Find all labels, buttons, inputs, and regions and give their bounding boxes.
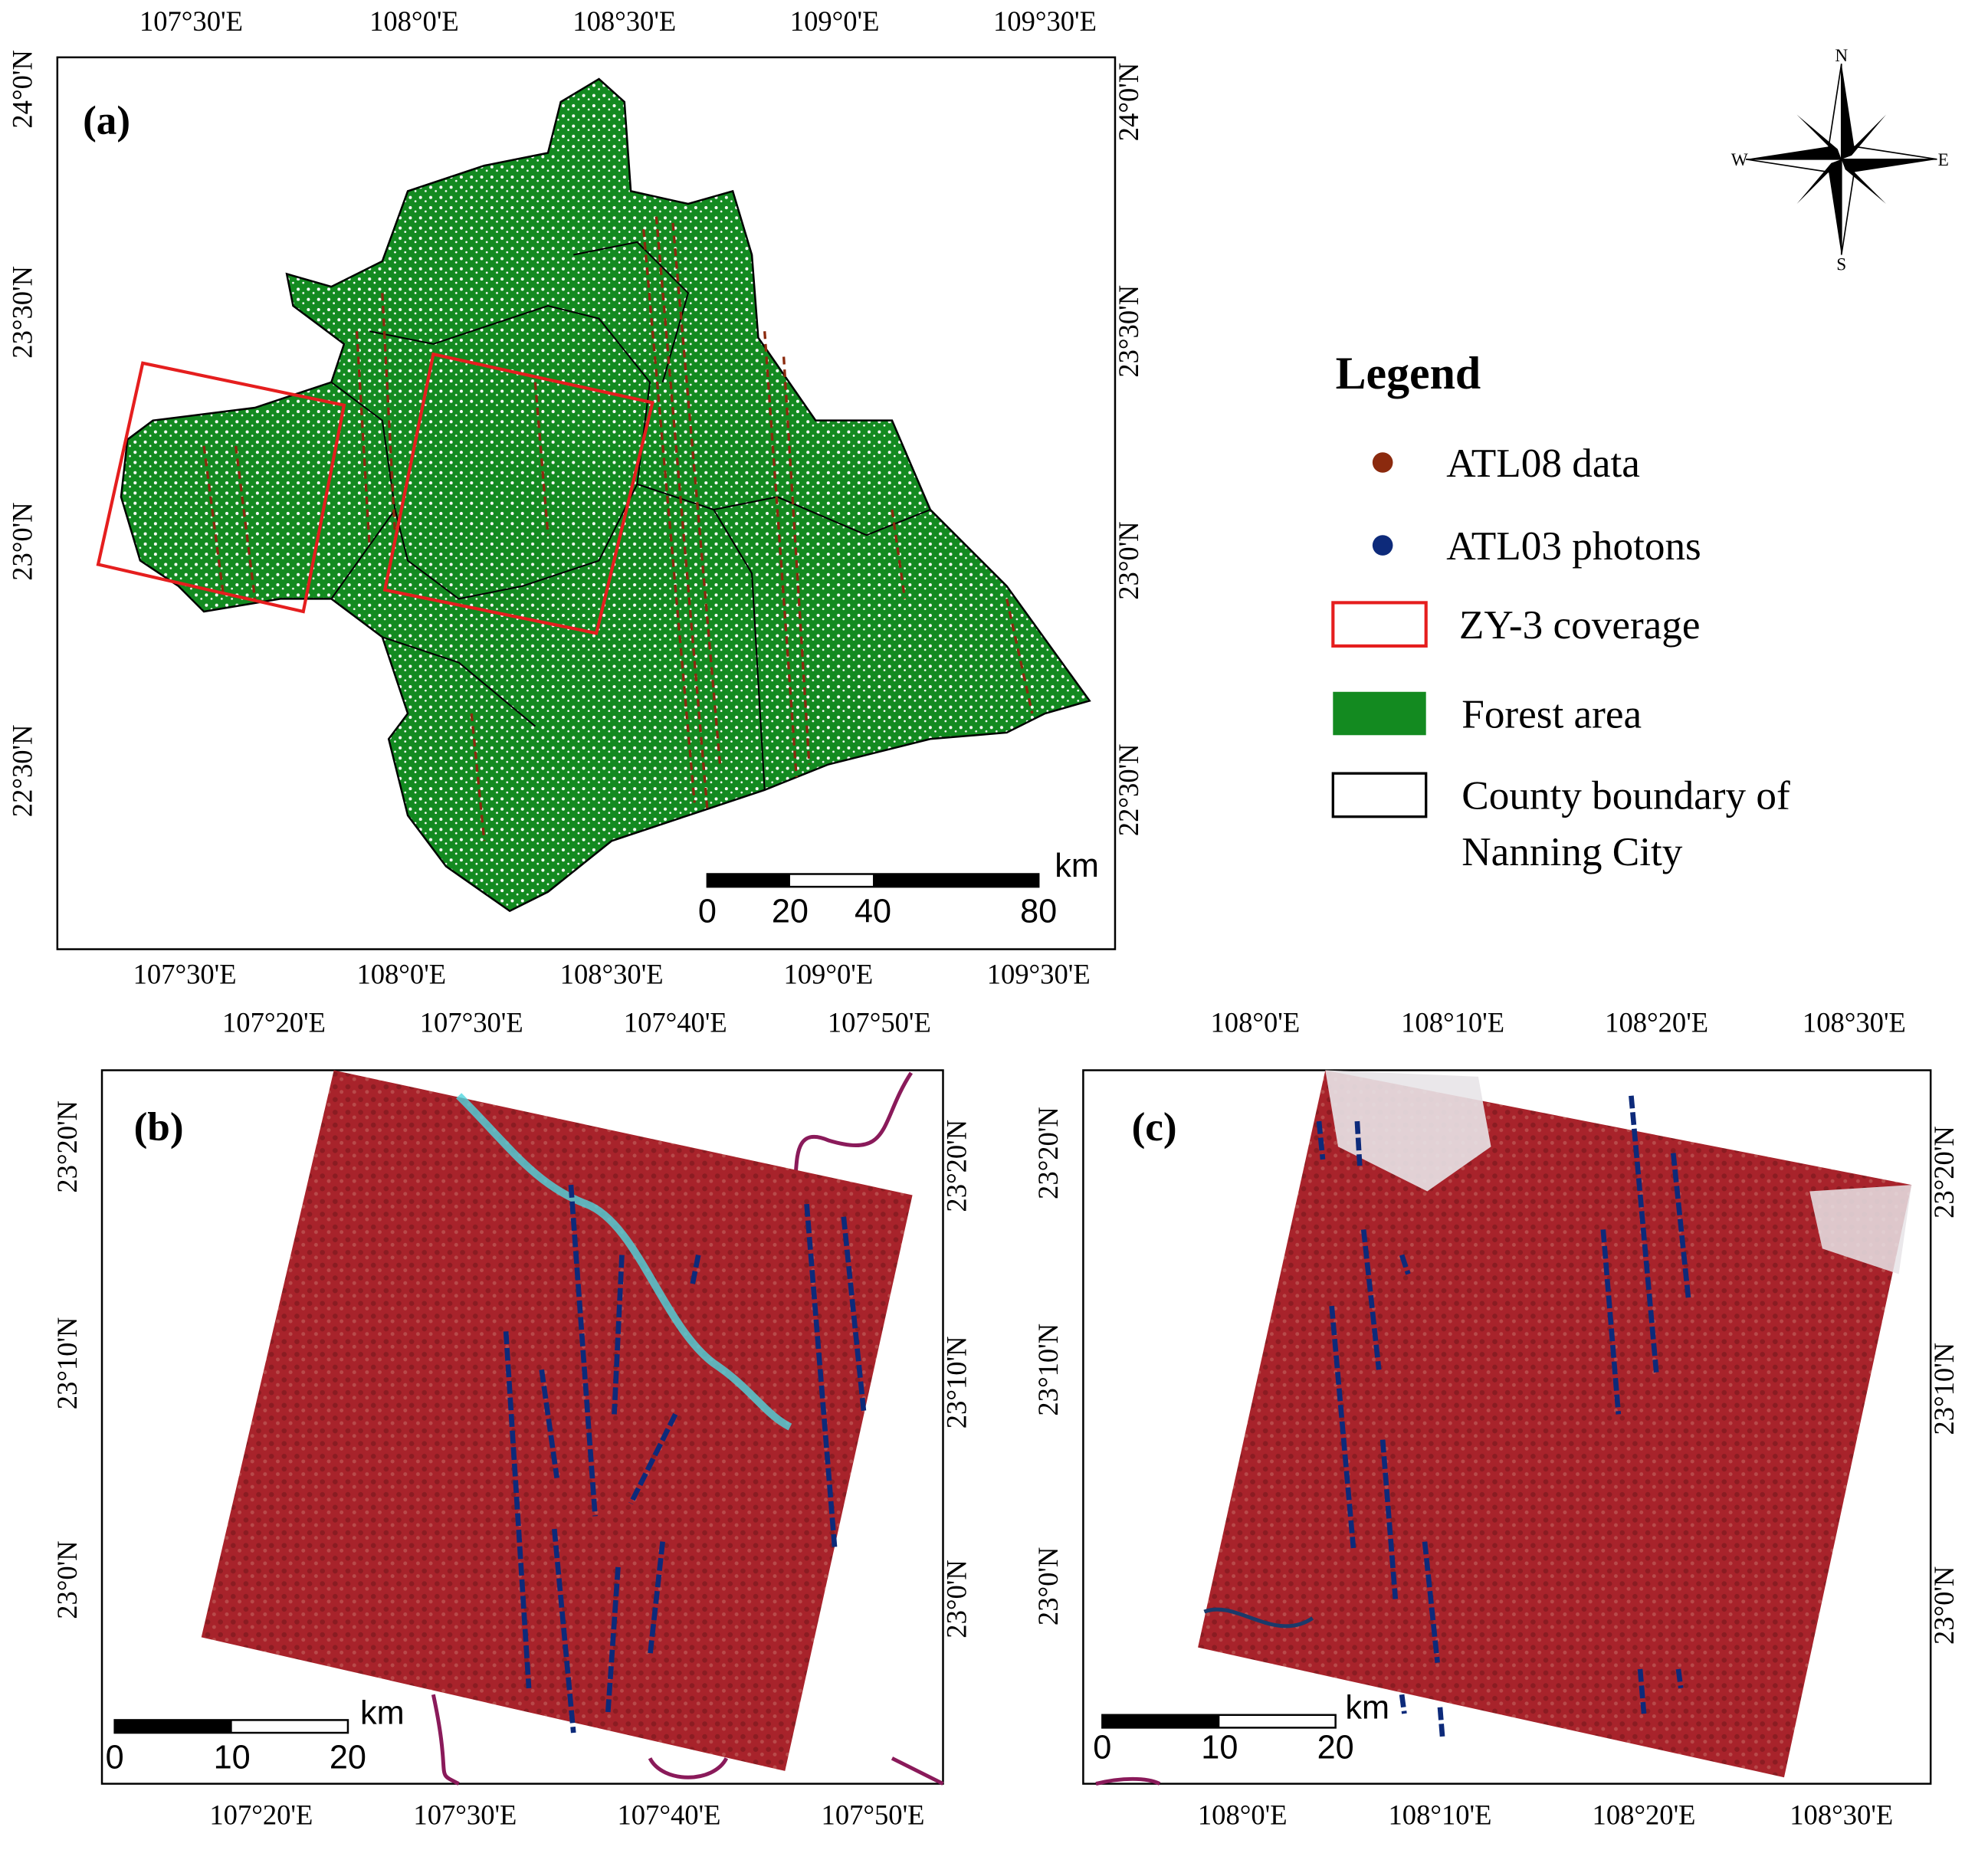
y-tick-label: 23°20'N <box>940 1120 972 1212</box>
forest-area <box>120 77 1091 913</box>
atl03-tracks <box>1316 1095 1691 1740</box>
legend-label: Nanning City <box>1461 829 1683 874</box>
x-tick-label: 108°20'E <box>1593 1799 1696 1831</box>
y-tick-label: 22°30'N <box>7 724 38 817</box>
x-tick-label: 108°30'E <box>1803 1007 1906 1038</box>
y-tick-label: 23°30'N <box>1113 285 1144 378</box>
scale-label: 20 <box>1317 1729 1354 1766</box>
y-tick-label: 23°20'N <box>1032 1107 1064 1199</box>
x-tick-label: 107°20'E <box>209 1799 313 1831</box>
compass-letter: W <box>1731 150 1748 170</box>
scale-label: 0 <box>698 894 717 930</box>
scale-unit: km <box>360 1694 405 1731</box>
scale-bar-segment <box>707 874 790 887</box>
y-tick-label: 23°30'N <box>7 266 38 359</box>
x-tick-label: 107°30'E <box>413 1799 517 1831</box>
y-tick-label: 23°20'N <box>1928 1126 1960 1219</box>
boundary-line <box>1095 1776 1161 1786</box>
y-tick-label: 23°0'N <box>940 1560 972 1638</box>
boundary-line <box>431 1694 944 1786</box>
scale-label: 10 <box>214 1740 251 1776</box>
panel-label: (b) <box>134 1104 184 1150</box>
scale-label: 10 <box>1201 1729 1238 1766</box>
y-tick-label: 23°0'N <box>51 1540 83 1619</box>
y-tick-label: 22°30'N <box>1113 743 1144 836</box>
x-tick-label: 107°30'E <box>420 1007 523 1038</box>
county-boundaries <box>330 241 931 790</box>
compass-letter: N <box>1835 46 1848 66</box>
y-tick-label: 24°0'N <box>1113 63 1144 141</box>
cloud <box>1809 1185 1912 1274</box>
x-tick-label: 107°30'E <box>139 5 243 37</box>
legend-label: ATL03 photons <box>1446 523 1701 569</box>
legend-label: County boundary of <box>1461 773 1790 818</box>
x-tick-label: 108°10'E <box>1401 1007 1504 1038</box>
scale-label: 0 <box>106 1740 124 1776</box>
atl03-tracks <box>503 1184 867 1734</box>
y-tick-label: 24°0'N <box>7 50 38 128</box>
legend-symbol <box>1333 691 1426 736</box>
compass-letter: E <box>1938 150 1949 170</box>
legend-symbol <box>1331 601 1428 648</box>
y-tick-label: 23°0'N <box>7 502 38 580</box>
zy3-coverage <box>96 352 654 635</box>
river <box>456 1093 792 1431</box>
atl08-tracks <box>202 216 1034 841</box>
legend-symbol <box>1331 772 1428 818</box>
zy3-image <box>1198 1070 1912 1778</box>
x-tick-label: 108°20'E <box>1605 1007 1708 1038</box>
y-tick-label: 23°0'N <box>1928 1566 1960 1645</box>
scale-bar-segment <box>1102 1714 1220 1728</box>
x-tick-label: 109°30'E <box>987 958 1091 989</box>
x-tick-label: 109°30'E <box>993 5 1097 37</box>
x-tick-label: 108°0'E <box>369 5 459 37</box>
legend-label: ATL08 data <box>1446 441 1640 486</box>
panel-label: (a) <box>83 98 130 143</box>
x-tick-label: 107°40'E <box>617 1799 720 1831</box>
x-tick-label: 107°40'E <box>624 1007 727 1038</box>
x-tick-label: 107°50'E <box>822 1799 925 1831</box>
legend-label: ZY-3 coverage <box>1459 602 1701 648</box>
zy3-image <box>201 1070 913 1771</box>
x-tick-label: 107°20'E <box>222 1007 326 1038</box>
x-tick-label: 108°0'E <box>356 958 446 989</box>
compass-letter: S <box>1836 254 1846 274</box>
y-tick-label: 23°0'N <box>1113 521 1144 599</box>
panel-label: (c) <box>1132 1104 1177 1150</box>
y-tick-label: 23°10'N <box>51 1317 83 1410</box>
legend-symbol <box>1372 535 1393 556</box>
x-tick-label: 108°0'E <box>1211 1007 1301 1038</box>
scale-label: 80 <box>1020 894 1057 930</box>
x-tick-label: 108°30'E <box>572 5 676 37</box>
x-tick-label: 109°0'E <box>783 958 873 989</box>
scale-unit: km <box>1055 848 1099 884</box>
y-tick-label: 23°10'N <box>1032 1324 1064 1416</box>
legend-title: Legend <box>1336 348 1481 399</box>
y-tick-label: 23°10'N <box>1928 1343 1960 1435</box>
river <box>1203 1607 1314 1629</box>
scale-unit: km <box>1345 1690 1389 1727</box>
y-tick-label: 23°0'N <box>1032 1547 1064 1625</box>
x-tick-label: 109°0'E <box>790 5 880 37</box>
scale-label: 40 <box>855 894 891 930</box>
scale-label: 20 <box>772 894 809 930</box>
x-tick-label: 108°30'E <box>1790 1799 1893 1831</box>
x-tick-label: 108°10'E <box>1389 1799 1492 1831</box>
cloud <box>1325 1070 1491 1192</box>
x-tick-label: 107°50'E <box>828 1007 931 1038</box>
x-tick-label: 108°30'E <box>560 958 664 989</box>
compass <box>1745 64 1937 255</box>
y-tick-label: 23°20'N <box>51 1100 83 1193</box>
x-tick-label: 108°0'E <box>1198 1799 1288 1831</box>
scale-label: 0 <box>1093 1729 1111 1766</box>
scale-bar-segment <box>873 874 1039 887</box>
x-tick-label: 107°30'E <box>133 958 237 989</box>
scale-bar-segment <box>114 1720 232 1734</box>
scale-label: 20 <box>330 1740 366 1776</box>
y-tick-label: 23°10'N <box>940 1336 972 1429</box>
legend-label: Forest area <box>1461 691 1642 736</box>
legend-symbol <box>1372 452 1393 473</box>
